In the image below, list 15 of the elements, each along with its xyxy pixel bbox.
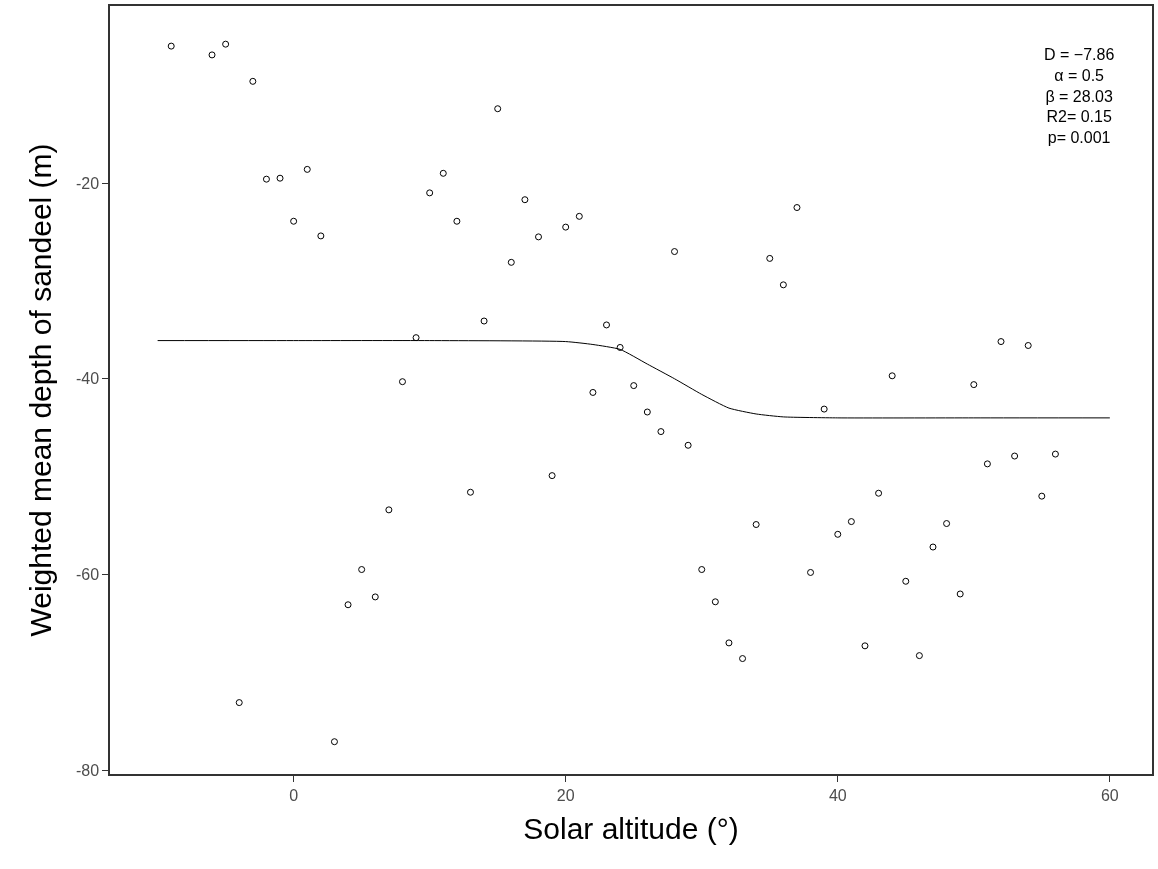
y-tick-label: -60 bbox=[75, 566, 100, 584]
annotation: β = 28.03 bbox=[1045, 87, 1113, 105]
x-tick-label: 20 bbox=[556, 786, 575, 804]
y-tick-label: -40 bbox=[75, 370, 100, 388]
x-axis-title: Solar altitude (°) bbox=[523, 811, 739, 845]
annotation: R2= 0.15 bbox=[1046, 108, 1112, 126]
y-tick-label: -20 bbox=[75, 174, 100, 192]
x-tick-label: 60 bbox=[1100, 786, 1119, 804]
x-tick-label: 40 bbox=[828, 786, 847, 804]
annotation: D = −7.86 bbox=[1044, 46, 1115, 63]
annotation: p= 0.001 bbox=[1047, 129, 1111, 147]
y-axis-title: Weighted mean depth of sandeel (m) bbox=[24, 143, 58, 637]
annotation: α = 0.5 bbox=[1054, 66, 1105, 84]
x-tick-label: 0 bbox=[289, 786, 299, 804]
y-tick-label: -80 bbox=[75, 761, 100, 779]
